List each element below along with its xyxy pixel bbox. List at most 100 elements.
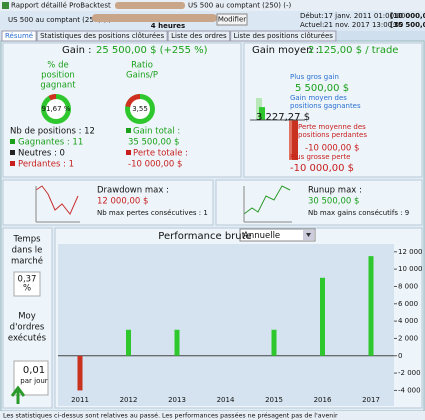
avg-title-label: Gain moyen : — [252, 45, 319, 56]
footer-bar — [0, 411, 425, 420]
avg-bar — [292, 120, 298, 160]
tab-label: Statistiques des positions clôturées — [40, 32, 164, 40]
y-tick-label: 12 000 — [398, 248, 423, 256]
value-box — [13, 271, 41, 297]
modify-label: Modifier — [218, 16, 246, 24]
footer: Les statistiques ci-dessus sont relative… — [3, 412, 338, 420]
ratio-label: Ratio — [131, 61, 153, 71]
bar — [77, 355, 83, 391]
bullet — [126, 150, 131, 155]
start-label: Début: — [300, 12, 324, 20]
losers: Perdantes : 1 — [18, 160, 74, 170]
orders-label: Moy — [18, 312, 36, 322]
market-time-value: % — [23, 284, 31, 294]
title-bar — [0, 0, 425, 11]
bar — [368, 256, 374, 356]
avg-label: positions perdantes — [298, 131, 367, 139]
orders-unit: par jour — [20, 377, 48, 385]
donut-label: 3,55 — [132, 105, 148, 113]
avg-title-value: 2 125,00 $ / trade — [308, 45, 398, 56]
avg-label: positions gagnantes — [290, 102, 361, 110]
market-time-value: 0,37 — [18, 275, 37, 285]
tab-label: Résumé — [5, 32, 33, 40]
bar — [174, 329, 180, 356]
avg-value: -10 000,00 $ — [305, 144, 359, 154]
modify-button[interactable] — [216, 13, 248, 26]
drawdown-panel — [2, 179, 214, 226]
avg-value: 5 500,00 $ — [295, 83, 349, 94]
timeframe: 4 heures — [151, 22, 185, 30]
avg-label: Gain moyen des — [290, 94, 347, 102]
y-tick-label: 2 000 — [398, 334, 418, 342]
current-capital: [35 500,00 $] — [390, 21, 425, 29]
winners: Gagnantes : 11 — [18, 138, 83, 148]
market-time-label: Temps — [12, 235, 41, 245]
win-pct-label: position — [41, 71, 75, 81]
bullet — [10, 150, 15, 155]
neutral: Neutres : 0 — [18, 149, 65, 159]
chart-title: Performance brute — [158, 231, 251, 242]
runup-value: 30 500,00 $ — [308, 197, 359, 207]
runup-panel — [215, 179, 423, 226]
x-tick-label: 2011 — [71, 396, 89, 404]
x-tick-label: 2015 — [265, 396, 283, 404]
positions: Nb de positions : 12 — [10, 127, 95, 137]
y-tick-label: -4 000 — [398, 386, 421, 394]
x-tick-label: 2014 — [217, 396, 235, 404]
runup-axes — [243, 186, 292, 223]
start: 17 janv. 2011 01:00:00 — [324, 12, 405, 20]
market-time-label: marché — [11, 256, 43, 267]
win-pct-label: % de — [47, 61, 68, 71]
instrument: US 500 au comptant (250) (-) — [8, 16, 111, 24]
drawdown-note: Nb max pertes consécutives : 1 — [97, 209, 208, 217]
bar — [320, 277, 325, 356]
app-icon — [2, 2, 9, 9]
y-tick-label: 8 000 — [398, 282, 418, 290]
x-tick-label: 2013 — [168, 396, 186, 404]
donut-hole — [130, 99, 150, 119]
tab-label: Liste des ordres — [171, 32, 227, 40]
total-gain: 35 500,00 $ — [128, 138, 179, 148]
y-tick-label: 6 000 — [398, 300, 418, 308]
arrow-icon — [10, 385, 26, 404]
y-tick-label: 4 000 — [398, 317, 418, 325]
total-gain-label: Gain total : — [133, 127, 180, 137]
orders-label: exécutés — [8, 333, 47, 344]
drawdown-icon — [35, 185, 79, 215]
donut-label: 91,67 % — [42, 105, 71, 113]
tab[interactable] — [36, 30, 168, 42]
blurred — [92, 14, 217, 22]
current-label: Actuel: — [300, 21, 324, 29]
orders-value: 0,01 — [23, 365, 45, 376]
avg-label: Plus gros gain — [290, 73, 339, 81]
orders-label: d'ordres — [10, 323, 45, 333]
y-tick-label: 0 — [398, 352, 402, 360]
donut-hole — [46, 99, 66, 119]
period-select[interactable] — [239, 228, 316, 242]
runup-note: Nb max gains consécutifs : 9 — [308, 209, 409, 217]
tab[interactable] — [167, 30, 231, 42]
average-panel — [243, 42, 423, 178]
x-tick-label: 2016 — [314, 396, 332, 404]
y-tick-label: 10 000 — [398, 265, 423, 273]
y-tick-label: -2 000 — [398, 369, 421, 377]
avg-label: Perte moyenne des — [298, 123, 366, 131]
current: 21 nov. 2017 13:00:00 — [324, 21, 403, 29]
period: Annuelle — [243, 231, 280, 241]
start-capital: [10 000,00 $] — [390, 12, 425, 20]
avg-value: -10 000,00 $ — [290, 163, 354, 174]
x-tick-label: 2017 — [362, 396, 380, 404]
window-title-right: US 500 au comptant (250) (-) — [188, 2, 291, 10]
tab[interactable] — [230, 30, 337, 42]
bullet — [10, 139, 15, 144]
tab[interactable] — [1, 30, 37, 42]
drawdown-label: Drawdown max : — [97, 186, 169, 196]
drawdown-axes — [35, 186, 80, 223]
total-loss: -10 000,00 $ — [128, 160, 182, 170]
select-arrow-glyph — [306, 233, 311, 237]
x-tick-label: 2012 — [120, 396, 138, 404]
bullet — [126, 128, 131, 133]
ratio-label: Gains/P — [126, 71, 158, 81]
total-loss-label: Perte totale : — [133, 149, 188, 159]
runup-label: Runup max : — [308, 186, 362, 196]
